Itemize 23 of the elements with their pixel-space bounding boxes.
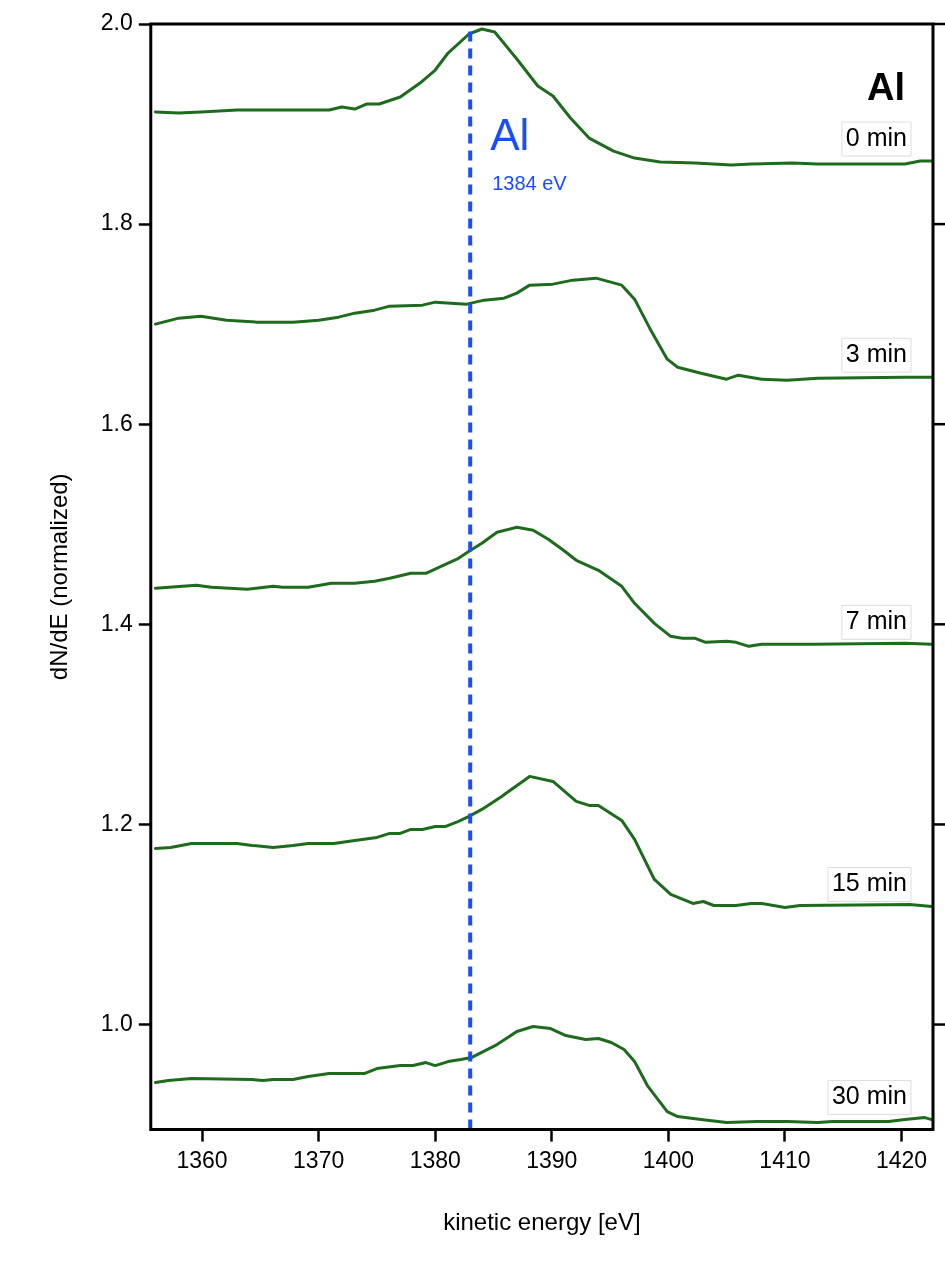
series-label: 3 min xyxy=(845,339,907,368)
y-tick-label: 2.0 xyxy=(100,9,133,36)
x-tick-label: 1360 xyxy=(176,1146,228,1173)
series-label: 15 min xyxy=(831,868,907,897)
x-tick-label: 1410 xyxy=(759,1146,811,1173)
y-axis-title: dN/dE (normalized) xyxy=(45,473,73,681)
x-tick-label: 1400 xyxy=(642,1146,694,1173)
x-tick-label: 1370 xyxy=(293,1146,345,1173)
series-label: 7 min xyxy=(845,606,907,635)
y-tick-label: 1.8 xyxy=(100,209,133,236)
x-tick-label: 1390 xyxy=(526,1146,578,1173)
annotation: 1384 eV xyxy=(492,171,568,194)
x-tick-label: 1420 xyxy=(875,1146,928,1173)
annotation: Al xyxy=(867,66,905,109)
y-tick-label: 1.4 xyxy=(100,609,133,636)
y-tick-label: 1.2 xyxy=(100,809,133,836)
y-tick-label: 1.0 xyxy=(100,1009,133,1036)
series-label: 30 min xyxy=(831,1081,907,1110)
x-tick-label: 1380 xyxy=(409,1146,461,1173)
ref-line-label: Al xyxy=(490,110,530,159)
x-axis-title: kinetic energy [eV] xyxy=(443,1208,641,1236)
y-tick-label: 1.6 xyxy=(100,409,133,436)
series-label: 0 min xyxy=(845,122,907,151)
